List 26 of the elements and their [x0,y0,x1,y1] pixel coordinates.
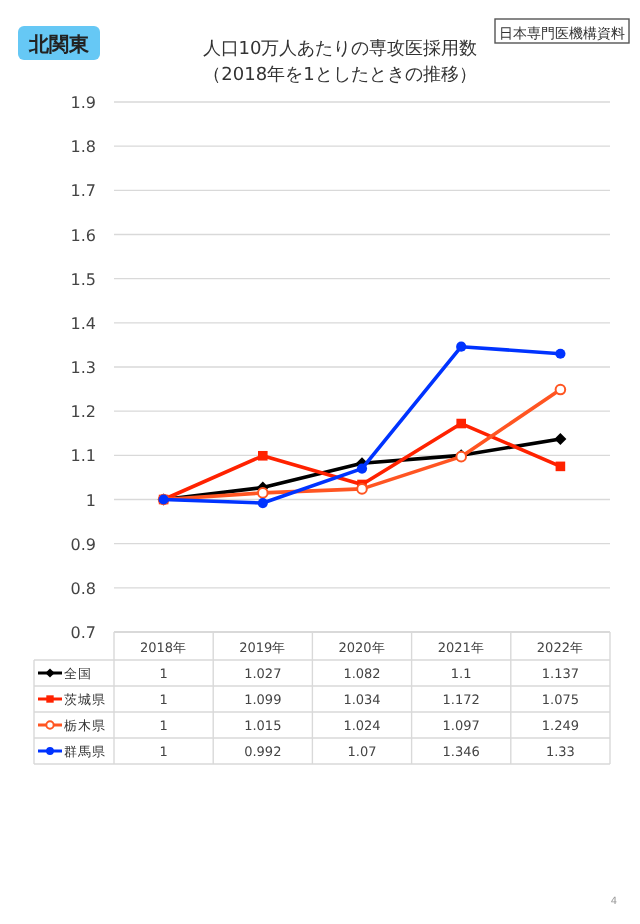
text: 北関東 [27,33,91,57]
y-tick-label: 0.9 [70,535,96,554]
y-tick-label: 1.6 [70,226,96,245]
point [554,383,567,396]
chart-title: 人口10万人あたりの専攻医採用数 [202,38,478,60]
y-tick-label: 1.9 [70,94,96,112]
y-tick-label: 1.5 [70,270,96,289]
point [356,463,368,474]
y-tick-label: 1.8 [70,138,96,157]
point [257,487,269,499]
point [356,483,368,495]
y-tick-label: 1.3 [70,359,96,377]
y-tick-label: 1 [85,491,96,510]
chart-subtitle: （2018年を1としたときの推移） [203,64,477,86]
point [258,450,268,461]
point [456,418,466,429]
point [555,348,566,359]
point [554,432,567,445]
y-tick-label: 1.7 [70,182,96,201]
y-tick-label: 1.4 [70,314,96,333]
point [456,341,467,352]
point [257,497,268,509]
y-tick-label: 1.2 [70,403,96,422]
y-tick-label: 0.8 [70,579,96,598]
y-tick-label: 1.1 [70,447,96,466]
y-tick-label: 0.7 [70,624,96,642]
